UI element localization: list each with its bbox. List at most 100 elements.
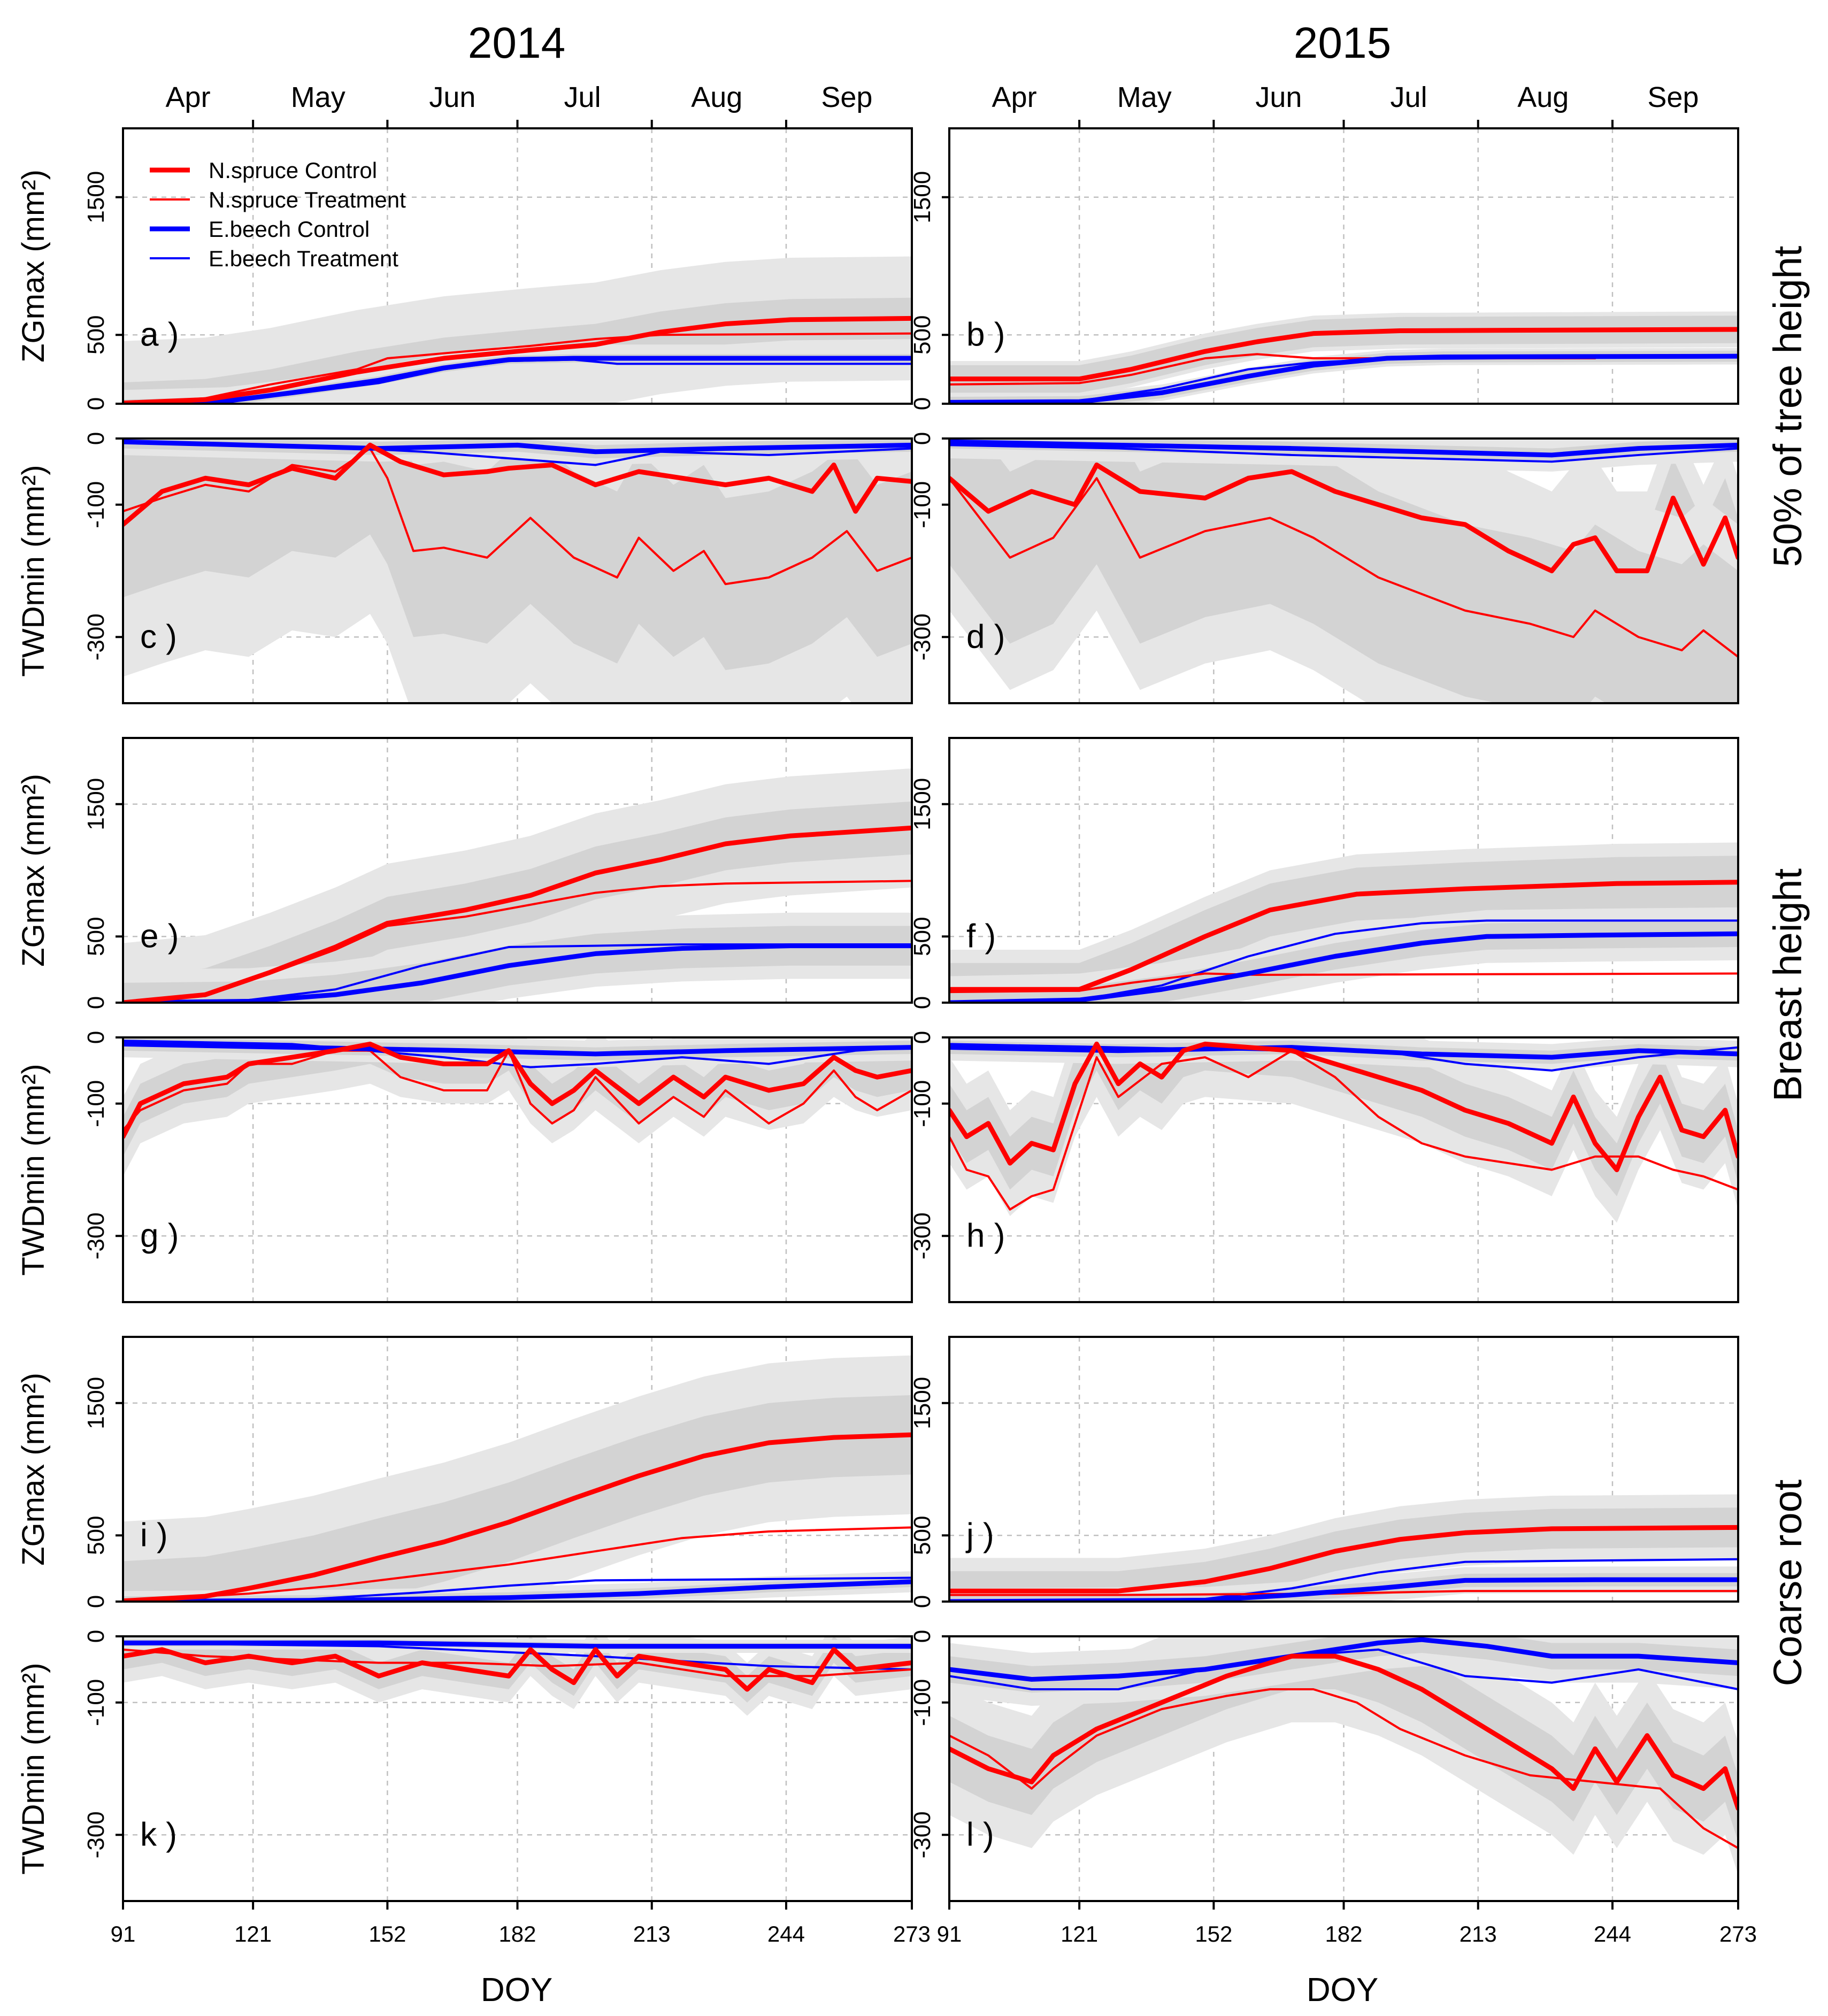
y-tick-label: -100 bbox=[83, 1679, 109, 1726]
month-label: Apr bbox=[166, 81, 211, 113]
x-tick-label: 244 bbox=[767, 1921, 805, 1946]
x-tick-label: 273 bbox=[1719, 1921, 1757, 1946]
y-axis-label: ZGmax (mm²) bbox=[16, 1373, 51, 1566]
x-tick-label: 91 bbox=[111, 1921, 136, 1946]
y-tick-label: -300 bbox=[909, 1212, 935, 1259]
row-label-bottom: Coarse root bbox=[1765, 1479, 1810, 1686]
month-label: Aug bbox=[691, 81, 742, 113]
x-tick-label: 91 bbox=[937, 1921, 962, 1946]
series-line-n-spruce-control bbox=[123, 1647, 912, 1692]
series-line-n-spruce-treatment bbox=[949, 353, 1596, 386]
series-line-n-spruce-control bbox=[123, 1432, 912, 1602]
y-tick-label: -100 bbox=[909, 1080, 935, 1127]
series-line-e-beech-control bbox=[949, 439, 1738, 458]
series-line-n-spruce-control bbox=[123, 442, 912, 527]
panel-frame bbox=[948, 437, 1739, 704]
legend-label-2: E.beech Control bbox=[209, 217, 370, 242]
series-line-n-spruce-treatment bbox=[949, 477, 1738, 658]
y-tick-label: 0 bbox=[909, 1595, 935, 1608]
band-inner-0 bbox=[123, 1037, 912, 1157]
panel-label: e ) bbox=[140, 918, 179, 955]
panel-b: 0 500 1500 b ) Apr May Jun Jul Aug Sep bbox=[909, 81, 1739, 410]
panel-c: 0 -100 -300 TWDmin (mm²) c ) bbox=[16, 432, 913, 704]
panel-k: 0 -100 -300 TWDmin (mm²) k ) 91 121 152 182 213 24… bbox=[16, 1630, 931, 1946]
y-tick-label: 0 bbox=[83, 397, 109, 410]
series-group bbox=[949, 842, 1738, 1003]
x-tick-label: 182 bbox=[1325, 1921, 1362, 1946]
series-line-e-beech-control bbox=[123, 1640, 912, 1649]
panel-label: f ) bbox=[966, 918, 996, 955]
legend-label-0: N.spruce Control bbox=[209, 158, 377, 183]
panel-frame bbox=[122, 1336, 913, 1603]
series-line-e-beech-control bbox=[123, 1579, 912, 1602]
series-group bbox=[123, 256, 912, 404]
y-tick-label: -100 bbox=[83, 1080, 109, 1127]
panel-label: c ) bbox=[140, 618, 177, 655]
x-tick-label: 182 bbox=[498, 1921, 536, 1946]
series-group bbox=[123, 438, 912, 703]
x-tick-label: 213 bbox=[1460, 1921, 1497, 1946]
panel-e: 0 500 1500 ZGmax (mm²) e ) bbox=[16, 737, 913, 1009]
band-inner-0 bbox=[123, 1636, 912, 1703]
series-line-n-spruce-treatment bbox=[949, 1049, 1738, 1211]
series-line-e-beech-control bbox=[949, 1637, 1738, 1682]
y-tick-label: -300 bbox=[83, 613, 109, 660]
y-tick-label: -300 bbox=[83, 1212, 109, 1259]
series-group bbox=[949, 1037, 1738, 1223]
panel-j: 0 500 1500 j ) bbox=[909, 1336, 1739, 1608]
y-tick-label: 1500 bbox=[909, 778, 935, 830]
x-tick-label: 213 bbox=[633, 1921, 671, 1946]
panel-frame bbox=[122, 737, 913, 1004]
series-line-e-beech-control bbox=[123, 943, 912, 1003]
y-tick-label: 0 bbox=[83, 432, 109, 445]
band-inner-1 bbox=[123, 438, 912, 671]
series-group bbox=[949, 1636, 1738, 1875]
month-label: Jul bbox=[1391, 81, 1427, 113]
x-tick-label: 121 bbox=[234, 1921, 272, 1946]
y-tick-label: 1500 bbox=[909, 1377, 935, 1429]
y-axis-label: TWDmin (mm²) bbox=[16, 1064, 51, 1275]
y-tick-label: 1500 bbox=[83, 1377, 109, 1429]
y-tick-label: 500 bbox=[83, 316, 109, 355]
band-inner-0 bbox=[123, 1395, 912, 1602]
x-tick-label: 152 bbox=[368, 1921, 406, 1946]
figure-static-text: 2014 2015 DOY DOY 50% of tree height Bre… bbox=[468, 19, 1810, 2009]
series-group bbox=[123, 1037, 912, 1176]
y-tick-label: 500 bbox=[83, 1516, 109, 1555]
series-line-e-beech-control bbox=[949, 353, 1738, 404]
y-axis-label: ZGmax (mm²) bbox=[16, 774, 51, 967]
panel-label: d ) bbox=[966, 618, 1005, 655]
panel-label: l ) bbox=[966, 1816, 994, 1853]
panel-a: 0 500 1500 ZGmax (mm²) a ) Apr May Jun Jul Aug Sep… bbox=[16, 81, 913, 410]
x-axis-label-right: DOY bbox=[1307, 1972, 1378, 2009]
y-tick-label: 0 bbox=[83, 1630, 109, 1643]
panel-frame bbox=[948, 1036, 1739, 1303]
y-tick-label: 1500 bbox=[83, 778, 109, 830]
band-inner-1 bbox=[949, 438, 1738, 703]
series-group bbox=[949, 311, 1738, 404]
y-axis-label: ZGmax (mm²) bbox=[16, 170, 51, 363]
x-tick-label: 273 bbox=[893, 1921, 931, 1946]
month-label: Aug bbox=[1517, 81, 1569, 113]
y-tick-label: 0 bbox=[909, 996, 935, 1009]
month-label: Jun bbox=[429, 81, 475, 113]
y-tick-label: 500 bbox=[909, 316, 935, 355]
month-label: Jul bbox=[564, 81, 601, 113]
panel-g: 0 -100 -300 TWDmin (mm²) g ) bbox=[16, 1031, 913, 1303]
month-label: Sep bbox=[821, 81, 872, 113]
y-tick-label: 0 bbox=[83, 1031, 109, 1044]
y-tick-label: 500 bbox=[909, 917, 935, 956]
month-label: May bbox=[291, 81, 345, 113]
y-tick-label: 1500 bbox=[909, 171, 935, 224]
legend-label-1: N.spruce Treatment bbox=[209, 187, 406, 212]
panel-frame bbox=[948, 1336, 1739, 1603]
month-label: Sep bbox=[1647, 81, 1699, 113]
series-line-e-beech-control bbox=[123, 439, 912, 455]
month-label: Jun bbox=[1255, 81, 1302, 113]
y-tick-label: 500 bbox=[909, 1516, 935, 1555]
series-line-e-beech-control bbox=[123, 356, 912, 404]
panel-label: i ) bbox=[140, 1517, 168, 1553]
series-group bbox=[123, 1636, 912, 1716]
y-tick-label: 0 bbox=[909, 397, 935, 410]
